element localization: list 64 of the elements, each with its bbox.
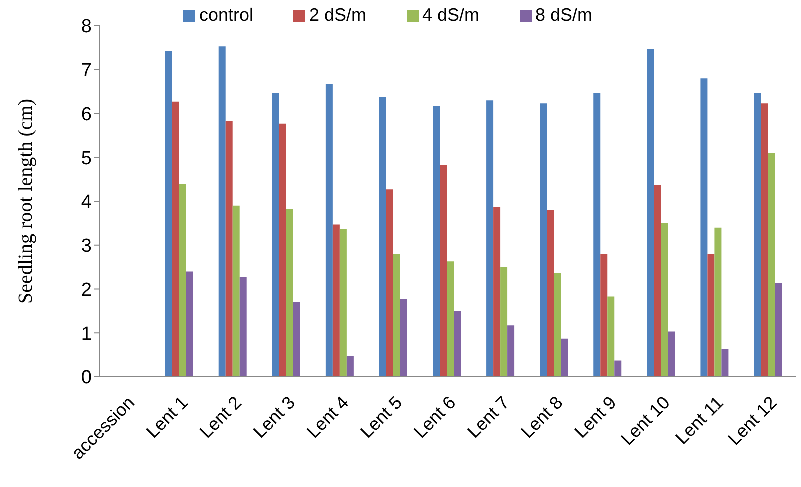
bar [494, 207, 501, 377]
bar [775, 284, 782, 377]
y-tick-label: 7 [81, 60, 92, 82]
bar [614, 360, 622, 377]
bar [554, 273, 562, 377]
bar [240, 277, 247, 377]
bar [393, 254, 400, 377]
bar [654, 185, 662, 377]
y-tick-label: 1 [81, 324, 92, 345]
bar [447, 262, 454, 377]
bar [668, 332, 676, 377]
bar [647, 49, 654, 377]
bar [768, 153, 776, 377]
x-tick-label: Lent 11 [672, 392, 728, 448]
bar [754, 93, 762, 377]
legend-label: control [199, 5, 254, 25]
bar [165, 51, 172, 377]
bar [500, 267, 508, 377]
bar [454, 311, 462, 377]
y-tick-label: 0 [81, 368, 92, 389]
y-tick-label: 2 [81, 280, 92, 301]
bar [293, 302, 300, 377]
bar [708, 254, 715, 377]
bar [172, 102, 180, 377]
bar [547, 210, 554, 377]
bar [186, 272, 194, 377]
bar [340, 229, 347, 377]
bar [226, 121, 233, 377]
y-tick-label: 5 [81, 148, 92, 170]
bar [440, 165, 448, 377]
bar [179, 184, 186, 377]
bar [600, 254, 608, 377]
bar [332, 224, 340, 377]
y-tick-label: 8 [81, 16, 92, 38]
bar [386, 190, 394, 377]
x-tick-label: Lent 3 [250, 392, 300, 442]
bar [594, 93, 601, 377]
bar [486, 100, 494, 377]
bar [218, 46, 226, 377]
legend-label: 2 dS/m [309, 5, 366, 25]
y-tick-label: 6 [81, 104, 92, 126]
y-tick-label: 3 [81, 236, 92, 258]
bar [561, 338, 568, 377]
bar [272, 93, 280, 377]
bar [608, 296, 615, 377]
y-tick-label: 4 [81, 192, 92, 214]
bar [346, 356, 354, 377]
bar [433, 106, 440, 377]
legend-label: 8 dS/m [536, 5, 593, 25]
bar [700, 78, 708, 377]
bar [379, 98, 386, 377]
bar [279, 124, 286, 377]
bar [326, 84, 333, 377]
y-axis-title: Seedling root length (cm) [15, 99, 38, 304]
bar [508, 326, 515, 377]
bar [286, 208, 294, 377]
bar [400, 299, 408, 377]
legend-label: 4 dS/m [422, 5, 480, 25]
bar [232, 206, 240, 377]
bar [761, 104, 768, 377]
bar [722, 349, 729, 377]
bar [540, 104, 548, 377]
bar [714, 228, 722, 377]
bar [661, 223, 668, 377]
